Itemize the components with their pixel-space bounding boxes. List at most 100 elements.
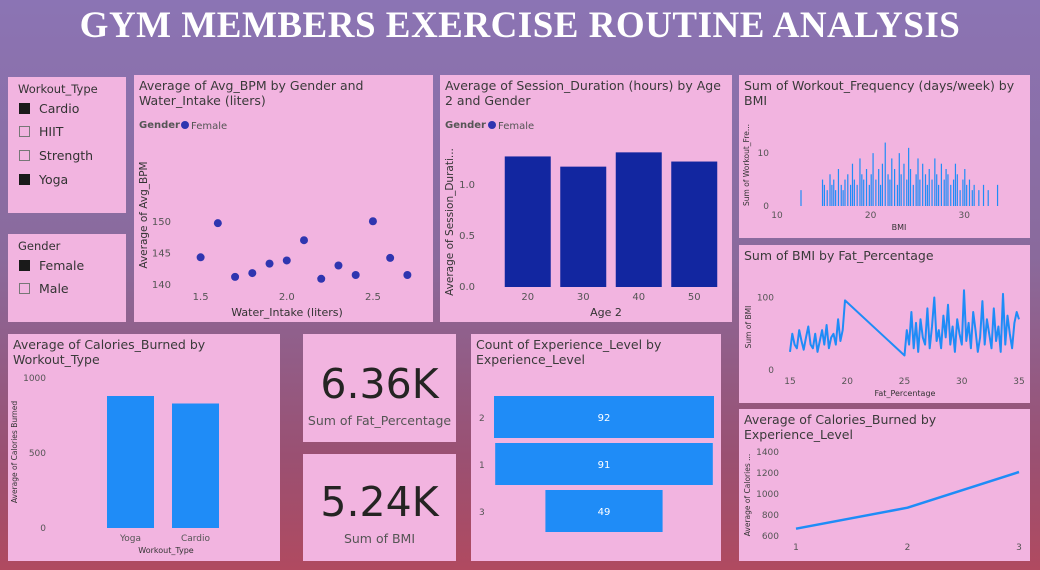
data-point [196, 253, 205, 262]
kpi-fat-card: 6.36K Sum of Fat_Percentage [303, 334, 456, 442]
y-axis-label: Average of Avg_BPM [138, 161, 150, 268]
y-tick-label: 100 [757, 294, 774, 304]
bar [915, 174, 917, 206]
data-point [334, 261, 343, 270]
checkbox-icon[interactable] [19, 173, 30, 185]
bar [847, 174, 849, 206]
y-tick-label: 1.0 [459, 180, 475, 191]
exp-level-funnel-chart: 2 92 1 91 3 49 [479, 396, 714, 532]
y-tick-label: 800 [762, 511, 779, 521]
bar [881, 163, 884, 206]
bar [879, 184, 882, 206]
y-axis-label: Average of Session_Durati... [444, 148, 456, 296]
y-tick-label: 1400 [756, 448, 779, 458]
bar [863, 179, 865, 206]
freq-bmi-chart-panel: Sum of Workout_Frequency (days/week) by … [739, 75, 1030, 238]
bar [826, 190, 828, 206]
y-tick-label: 1 [479, 461, 485, 471]
bar [936, 174, 938, 206]
bar [851, 163, 854, 206]
bar [842, 190, 844, 206]
bar [982, 184, 985, 206]
calories-exp-line-chart: 600 800 1000 1200 1400 1 2 3 Average of Calories… [743, 448, 1022, 553]
series-line [795, 470, 1020, 530]
bar [954, 163, 957, 206]
x-axis-label: Fat_Percentage [875, 389, 936, 398]
workout-slicer-title: Workout_Type [18, 82, 98, 96]
y-tick-label: 150 [152, 217, 171, 228]
bar [800, 190, 802, 206]
data-point [213, 219, 222, 228]
workout-option-label: Yoga [39, 171, 69, 187]
bar [560, 166, 607, 287]
x-tick-label: 2.0 [279, 292, 295, 303]
bar [996, 184, 999, 206]
chart-title: Average of Calories_Burned by Workout_Ty… [13, 337, 206, 367]
x-tick-label: 10 [771, 211, 783, 221]
x-tick-label: 2.5 [365, 292, 381, 303]
bar [926, 184, 928, 206]
legend-label: Female [498, 121, 534, 132]
bar [928, 169, 930, 206]
y-tick-label: 1000 [756, 490, 779, 500]
bar [947, 174, 949, 206]
gender-option-female[interactable]: Female [19, 257, 84, 273]
legend-title: Gender [139, 120, 180, 131]
y-tick-label: 140 [152, 280, 171, 291]
bar [870, 174, 872, 206]
kpi-bmi-value: 5.24K [320, 478, 439, 526]
bar [107, 396, 154, 528]
data-point [317, 274, 326, 283]
y-tick-label: 600 [762, 532, 779, 542]
gender-slicer: Gender Female Male [8, 234, 126, 322]
checkbox-icon[interactable] [19, 282, 30, 294]
chart-title: Sum of BMI by Fat_Percentage [744, 248, 934, 263]
checkbox-icon[interactable] [19, 102, 30, 114]
bar [903, 163, 905, 206]
bar [906, 179, 908, 206]
bar [962, 179, 964, 206]
data-point [231, 272, 240, 281]
workout-option-yoga[interactable]: Yoga [19, 171, 68, 187]
y-tick-label: 0.0 [459, 282, 475, 293]
legend-label: Female [191, 121, 227, 132]
data-label: 91 [598, 460, 611, 471]
bar [973, 184, 975, 206]
x-tick-label: 35 [1013, 377, 1024, 387]
y-tick-label: 0 [763, 202, 769, 212]
bar [887, 174, 889, 206]
bar [940, 163, 942, 206]
chart-title: Average of Session_Duration (hours) by A… [445, 78, 721, 108]
calories-exp-chart-panel: Average of Calories_Burned by Experience… [739, 409, 1030, 561]
bar [964, 169, 966, 206]
y-axis-label: Average of Calories ... [743, 454, 752, 537]
workout-option-cardio[interactable]: Cardio [19, 100, 79, 116]
bar [865, 169, 868, 206]
bar [908, 147, 910, 206]
checkbox-icon[interactable] [19, 149, 30, 161]
bmi-fat-chart-panel: Sum of BMI by Fat_Percentage 0 100 15 20 25 3… [739, 245, 1030, 403]
workout-option-strength[interactable]: Strength [19, 147, 93, 163]
bar [837, 169, 840, 206]
session-age-bar-chart: Gender Female 0.0 0.5 1.0 20 30 40 50 Age 2 Averag… [444, 120, 718, 319]
bar [922, 163, 924, 206]
bar [172, 403, 219, 528]
session-age-chart-panel: Average of Session_Duration (hours) by A… [440, 75, 732, 322]
bar [878, 169, 880, 206]
bar [894, 169, 896, 206]
checkbox-icon[interactable] [19, 259, 30, 271]
checkbox-icon[interactable] [19, 125, 30, 137]
exp-level-chart-panel: Count of Experience_Level by Experience_… [471, 334, 721, 561]
y-tick-label: 2 [479, 414, 485, 424]
x-tick-label: 3 [1016, 543, 1022, 553]
gender-option-male[interactable]: Male [19, 280, 69, 296]
workout-option-hiit[interactable]: HIIT [19, 123, 63, 139]
bar [987, 190, 989, 206]
bar [872, 153, 874, 206]
y-tick-label: 1200 [756, 469, 779, 479]
data-point [403, 270, 412, 279]
y-tick-label: 500 [29, 449, 46, 459]
bar [931, 179, 933, 206]
bar [952, 179, 955, 206]
bar [504, 156, 551, 287]
